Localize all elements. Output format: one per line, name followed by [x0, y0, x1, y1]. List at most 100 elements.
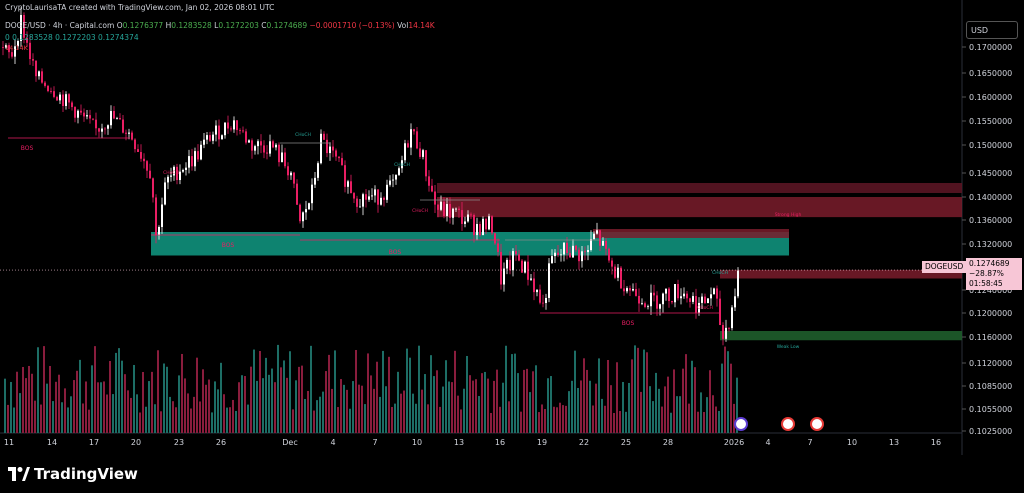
volume-bar: [481, 373, 483, 433]
candle-body: [539, 289, 541, 303]
candle-body: [674, 284, 676, 303]
candle-body: [704, 296, 706, 304]
volume-bar: [730, 363, 732, 433]
candle-body: [434, 191, 436, 205]
candle-body: [581, 251, 583, 262]
candle-body: [356, 198, 358, 207]
candle-body: [185, 167, 187, 170]
indicator-legend[interactable]: 0 0.1283528 0.1272203 0.1274374: [5, 33, 139, 42]
candle-body: [449, 204, 451, 218]
candle-body: [38, 71, 40, 77]
event-icon: [734, 417, 748, 431]
volume-bar: [247, 404, 249, 433]
candle-body: [311, 184, 313, 204]
price-chart[interactable]: 0.1700000 0.1650000 0.1600000 0.1550000 0.15…: [0, 0, 1024, 455]
candle-body: [215, 125, 217, 135]
low-value: 0.1272203: [218, 21, 259, 30]
candle-body: [278, 144, 280, 163]
price-tick-label: 0.1160000: [969, 333, 1012, 342]
candle-body: [584, 251, 586, 253]
tradingview-logo[interactable]: TradingView: [8, 465, 138, 483]
candle-body: [89, 115, 91, 119]
candle-body: [374, 189, 376, 196]
volume-bar: [115, 352, 117, 433]
candle-body: [500, 251, 502, 285]
time-tick-label: 10: [412, 438, 422, 447]
price-tick-label: 0.1500000: [969, 141, 1012, 150]
candle-body: [341, 158, 343, 166]
zone-demand: [720, 331, 962, 341]
candle-body: [230, 128, 232, 130]
candle-body: [245, 131, 247, 143]
volume-bar: [667, 376, 669, 433]
candle-body: [107, 125, 109, 129]
volume-bar: [292, 409, 294, 433]
candle-body: [380, 197, 382, 205]
volume-bar: [202, 369, 204, 433]
volume-bar: [169, 396, 171, 433]
candle-body: [86, 115, 88, 117]
volume-bar: [70, 396, 72, 433]
currency-button[interactable]: USD: [966, 21, 1018, 39]
volume-bar: [610, 385, 612, 433]
volume-bar: [307, 390, 309, 433]
candle-body: [548, 263, 550, 298]
volume-bar: [16, 371, 18, 433]
volume-bar: [691, 360, 693, 433]
candle-body: [536, 289, 538, 293]
candle-body: [629, 288, 631, 291]
candle-body: [461, 210, 463, 224]
candle-body: [53, 91, 55, 97]
candle-body: [179, 171, 181, 181]
symbol-label[interactable]: DOGE/USD · 4h · Capital.com: [5, 21, 115, 30]
candle-body: [683, 293, 685, 297]
candle-body: [719, 298, 721, 326]
candle-body: [17, 40, 19, 47]
candle-body: [23, 15, 25, 38]
candle-body: [512, 251, 514, 271]
candle-body: [251, 140, 253, 151]
volume-bar: [445, 360, 447, 433]
candle-body: [407, 143, 409, 148]
volume-bar: [301, 365, 303, 433]
candle-body: [353, 193, 355, 199]
time-tick-label: 16: [931, 438, 941, 447]
volume-bar: [274, 382, 276, 433]
volume-bar: [709, 370, 711, 433]
volume-bar: [631, 359, 633, 433]
volume-bar: [385, 386, 387, 433]
choch-label: CHoCH: [412, 208, 428, 214]
candle-body: [677, 284, 679, 299]
volume-bar: [214, 381, 216, 433]
candle-body: [161, 204, 163, 227]
volume-bar: [451, 382, 453, 433]
choch-label: CHoCH: [394, 162, 410, 168]
candle-body: [170, 175, 172, 177]
candle-body: [446, 204, 448, 216]
candle-body: [26, 37, 28, 43]
volume-bar: [364, 404, 366, 433]
candle-body: [392, 179, 394, 181]
candle-body: [44, 82, 46, 86]
candle-body: [590, 239, 592, 251]
volume-value: 14.14K: [408, 21, 435, 30]
chart-frame[interactable]: 0.1700000 0.1650000 0.1600000 0.1550000 0.15…: [0, 0, 1024, 455]
volume-bar: [694, 367, 696, 433]
candle-body: [668, 288, 670, 302]
time-tick-label: 10: [847, 438, 857, 447]
volume-bar: [178, 375, 180, 433]
volume-bar: [460, 409, 462, 433]
candle-body: [473, 214, 475, 236]
candle-body: [275, 144, 277, 148]
candle-body: [464, 221, 466, 224]
volume-bar: [232, 399, 234, 433]
tradingview-brand: TradingView: [34, 465, 138, 483]
volume-bar: [619, 410, 621, 433]
indicator-legend-2[interactable]: 14.14K: [5, 44, 28, 52]
volume-bar: [553, 406, 555, 433]
candle-body: [482, 218, 484, 236]
volume-bar: [91, 365, 93, 433]
volume-bar: [82, 403, 84, 433]
candle-body: [722, 325, 724, 339]
volume-bar: [676, 396, 678, 433]
